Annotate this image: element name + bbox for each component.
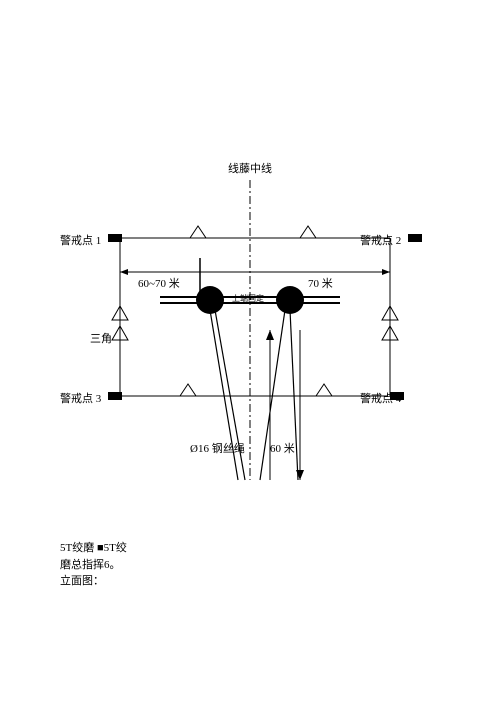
footer-text: 5T绞磨 ■5T绞 磨总指挥6。 立面图： [60,540,127,590]
footer-line1: 5T绞磨 ■5T绞 [60,540,127,557]
diagram-svg [60,180,440,500]
footer-line3: 立面图： [60,573,127,590]
title-label: 线藤中线 [228,160,272,176]
engineering-diagram: 线藤中线 警戒点 1 警戒点 2 警戒点 3 警戒点 4 60~70 米 70 … [60,180,420,500]
footer-line2: 磨总指挥6。 [60,557,127,574]
